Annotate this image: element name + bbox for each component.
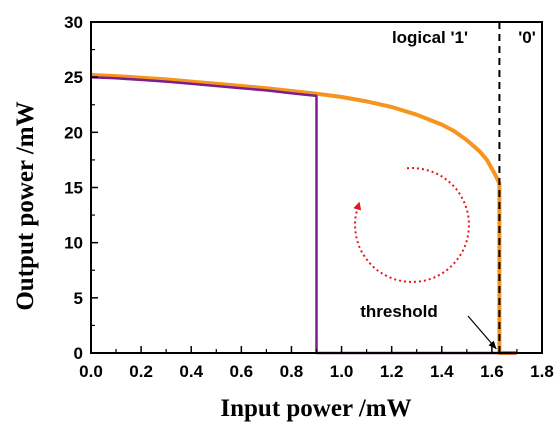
x-tick-label: 1.6 xyxy=(480,362,504,381)
threshold-pointer-arrowhead xyxy=(488,340,497,349)
x-tick-label: 1.0 xyxy=(330,362,354,381)
x-tick-label: 0.6 xyxy=(230,362,254,381)
x-tick-label: 0.8 xyxy=(280,362,304,381)
x-axis-title: Input power /mW xyxy=(220,395,411,422)
hysteresis-arrow xyxy=(353,166,470,284)
x-tick-label: 0.4 xyxy=(179,362,203,381)
y-tick-label: 30 xyxy=(64,13,83,32)
annotation-logical-one: logical '1' xyxy=(392,28,468,47)
ticks-layer: 0.0 0.2 0.4 0.6 0.8 1.0 1.2 1.4 1.6 1.8 0 5 10 15 20 25… xyxy=(64,13,554,381)
x-tick-label: 0.2 xyxy=(129,362,153,381)
y-tick-label: 20 xyxy=(64,123,83,142)
y-tick-label: 10 xyxy=(64,234,83,253)
x-tick-label: 1.2 xyxy=(380,362,404,381)
y-tick-label: 25 xyxy=(64,68,83,87)
y-tick-label: 0 xyxy=(74,344,83,363)
y-tick-label: 15 xyxy=(64,179,83,198)
y-tick-label: 5 xyxy=(74,289,83,308)
series-line-2 xyxy=(90,75,517,355)
x-tick-label: 1.8 xyxy=(530,362,554,381)
y-axis-title: Output power /mW xyxy=(12,101,39,310)
series-line-1 xyxy=(90,73,517,355)
series-layer xyxy=(90,73,517,355)
x-tick-label: 1.4 xyxy=(430,362,454,381)
x-tick-label: 0.0 xyxy=(79,362,103,381)
annotation-threshold: threshold xyxy=(360,302,437,321)
annotation-logical-zero: '0' xyxy=(518,28,536,47)
